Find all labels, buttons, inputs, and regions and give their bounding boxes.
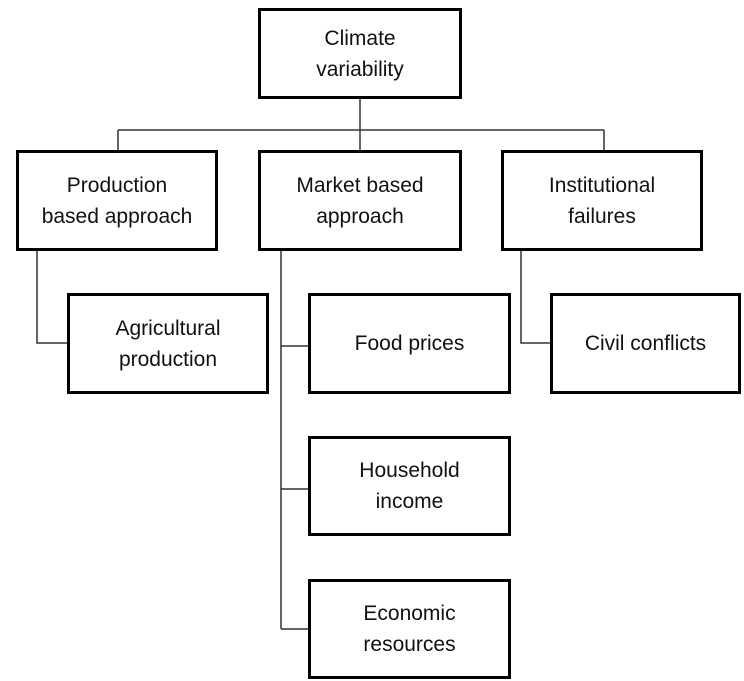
node-label: income <box>375 490 444 513</box>
connector-top <box>117 98 605 150</box>
connector-production <box>36 250 67 344</box>
node-label: Household <box>359 459 460 482</box>
node-label: Institutional <box>548 173 656 197</box>
connector-institutional <box>520 250 550 344</box>
connector-market <box>280 250 308 630</box>
node-box: Climate variability <box>258 8 462 99</box>
node-box: Market based approach <box>258 150 462 251</box>
node-label: Food prices <box>354 332 465 355</box>
node-label: Market based <box>296 173 424 197</box>
node-label: production <box>118 347 218 371</box>
node-box: Institutional failures <box>501 150 703 251</box>
node-box: Household income <box>308 436 511 536</box>
node-box: Civil conflicts <box>550 293 741 394</box>
node-label: Production <box>66 173 168 197</box>
node-label: Civil conflicts <box>584 332 707 355</box>
node-label: resources <box>363 633 456 656</box>
node-box: Economic resources <box>308 579 511 679</box>
node-label: Economic <box>363 602 456 625</box>
node-box: Production based approach <box>16 150 218 251</box>
node-label: based approach <box>41 204 193 228</box>
node-label: Climate <box>324 26 396 50</box>
node-label: approach <box>316 204 404 228</box>
node-label: Agricultural <box>115 316 221 340</box>
node-box: Agricultural production <box>67 293 269 394</box>
node-label: failures <box>568 204 636 228</box>
node-box: Food prices <box>308 293 511 394</box>
node-label: variability <box>316 57 404 81</box>
